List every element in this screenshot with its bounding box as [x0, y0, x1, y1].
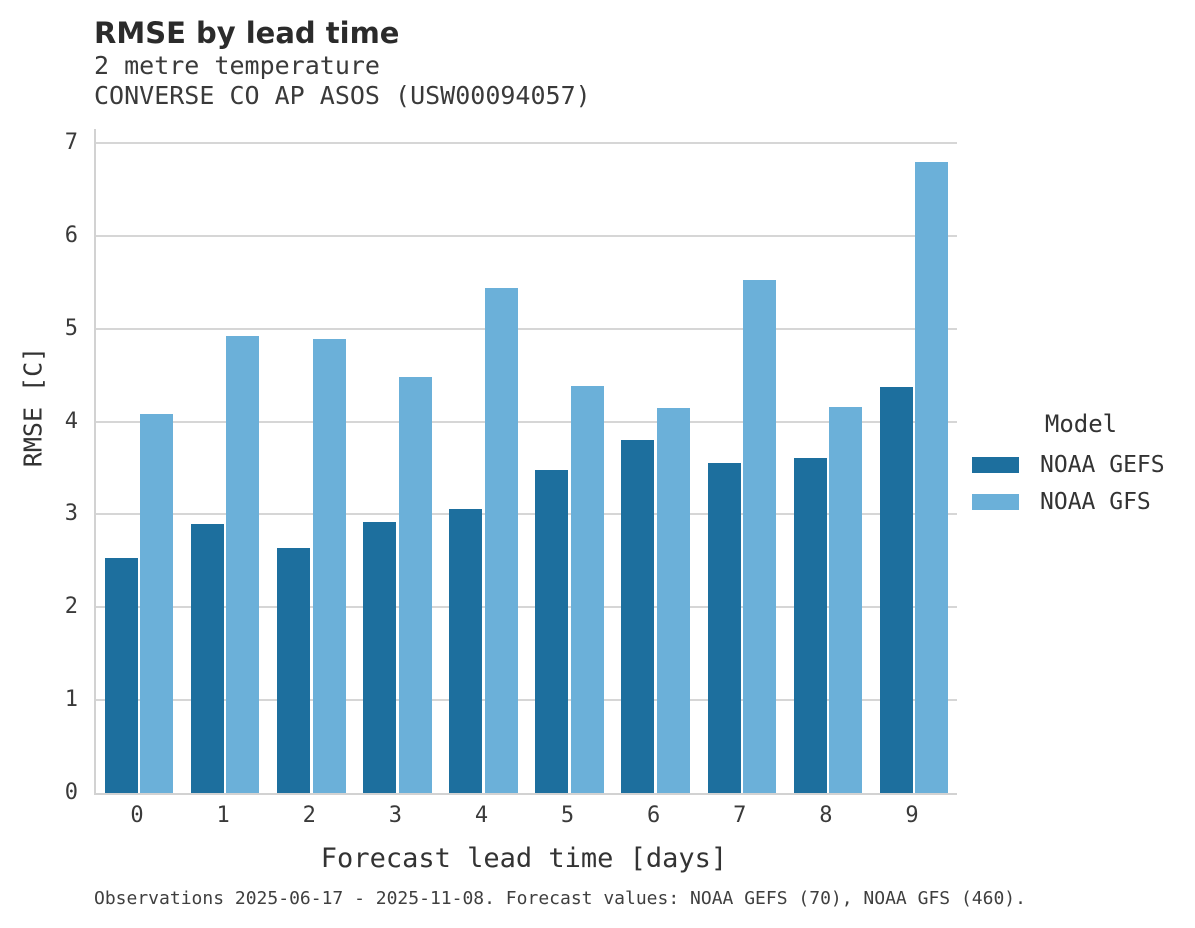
gridline-y1: [96, 699, 957, 702]
x-tick-label-1: 1: [216, 803, 230, 828]
legend: Model NOAA GEFS NOAA GFS: [972, 410, 1190, 515]
y-tick-label-1: 1: [64, 687, 78, 713]
bar-noaa-gfs-day-5: [570, 386, 604, 793]
x-axis-label: Forecast lead time [days]: [320, 843, 728, 874]
y-tick-label-6: 6: [64, 222, 78, 248]
y-tick-label-5: 5: [64, 315, 78, 341]
bar-noaa-gfs-day-2: [312, 338, 346, 793]
x-axis-ticks: 0 1 2 3 4 5 6 7 8 9: [94, 803, 955, 833]
x-tick-label-9: 9: [905, 803, 919, 828]
y-tick-label-3: 3: [64, 501, 78, 527]
bar-noaa-gfs-day-9: [915, 162, 949, 793]
legend-swatch-icon: [972, 494, 1019, 510]
legend-swatch-icon: [972, 457, 1019, 473]
bar-noaa-gfs-day-4: [484, 287, 518, 793]
y-axis-ticks: 0 1 2 3 4 5 6 7: [24, 129, 78, 805]
bar-noaa-gfs-day-8: [829, 406, 863, 793]
y-tick-label-2: 2: [64, 594, 78, 620]
x-tick-label-6: 6: [647, 803, 661, 828]
gridline-y7: [96, 141, 957, 144]
y-tick-label-4: 4: [64, 408, 78, 434]
legend-title: Model: [1044, 410, 1118, 438]
bar-noaa-gefs-day-4: [449, 508, 483, 793]
y-tick-label-7: 7: [64, 129, 78, 155]
legend-entries: NOAA GEFS NOAA GFS: [972, 452, 1190, 515]
bar-noaa-gfs-day-6: [656, 407, 690, 793]
bar-noaa-gfs-day-0: [140, 414, 174, 793]
gridline-y3: [96, 513, 957, 516]
footer-caption: Observations 2025-06-17 - 2025-11-08. Fo…: [94, 888, 1026, 909]
bar-noaa-gefs-day-0: [104, 558, 138, 793]
bar-noaa-gefs-day-6: [621, 440, 655, 793]
bar-noaa-gfs-day-1: [226, 336, 260, 793]
gridline-y2: [96, 606, 957, 609]
gridline-y6: [96, 234, 957, 237]
x-tick-label-8: 8: [819, 803, 833, 828]
bar-noaa-gfs-day-7: [743, 280, 776, 793]
gridline-y4: [96, 420, 957, 423]
legend-label: NOAA GEFS: [1040, 452, 1165, 478]
bar-noaa-gefs-day-5: [535, 469, 569, 793]
bar-noaa-gfs-day-3: [398, 376, 432, 793]
plot-area: [94, 129, 957, 795]
legend-entry-noaa-gefs: NOAA GEFS: [972, 452, 1190, 478]
x-tick-label-5: 5: [560, 803, 575, 828]
gridline-y5: [96, 327, 957, 330]
bar-noaa-gefs-day-7: [707, 463, 741, 793]
x-tick-label-0: 0: [130, 803, 144, 828]
x-tick-label-3: 3: [388, 803, 402, 828]
x-tick-label-7: 7: [733, 803, 747, 828]
chart-subtitle-variable: 2 metre temperature: [94, 51, 380, 80]
legend-entry-noaa-gfs: NOAA GFS: [972, 489, 1190, 515]
bar-noaa-gefs-day-1: [190, 523, 224, 793]
bar-noaa-gefs-day-8: [793, 457, 827, 793]
chart-subtitle-station: CONVERSE CO AP ASOS (USW00094057): [94, 81, 591, 110]
bar-noaa-gefs-day-9: [879, 387, 913, 793]
chart-title: RMSE by lead time: [94, 16, 400, 50]
y-tick-label-0: 0: [64, 780, 78, 805]
bar-noaa-gefs-day-3: [363, 521, 397, 793]
x-tick-label-4: 4: [474, 803, 489, 828]
legend-label: NOAA GFS: [1040, 489, 1151, 515]
x-tick-label-2: 2: [302, 803, 316, 828]
bar-noaa-gefs-day-2: [277, 547, 310, 793]
